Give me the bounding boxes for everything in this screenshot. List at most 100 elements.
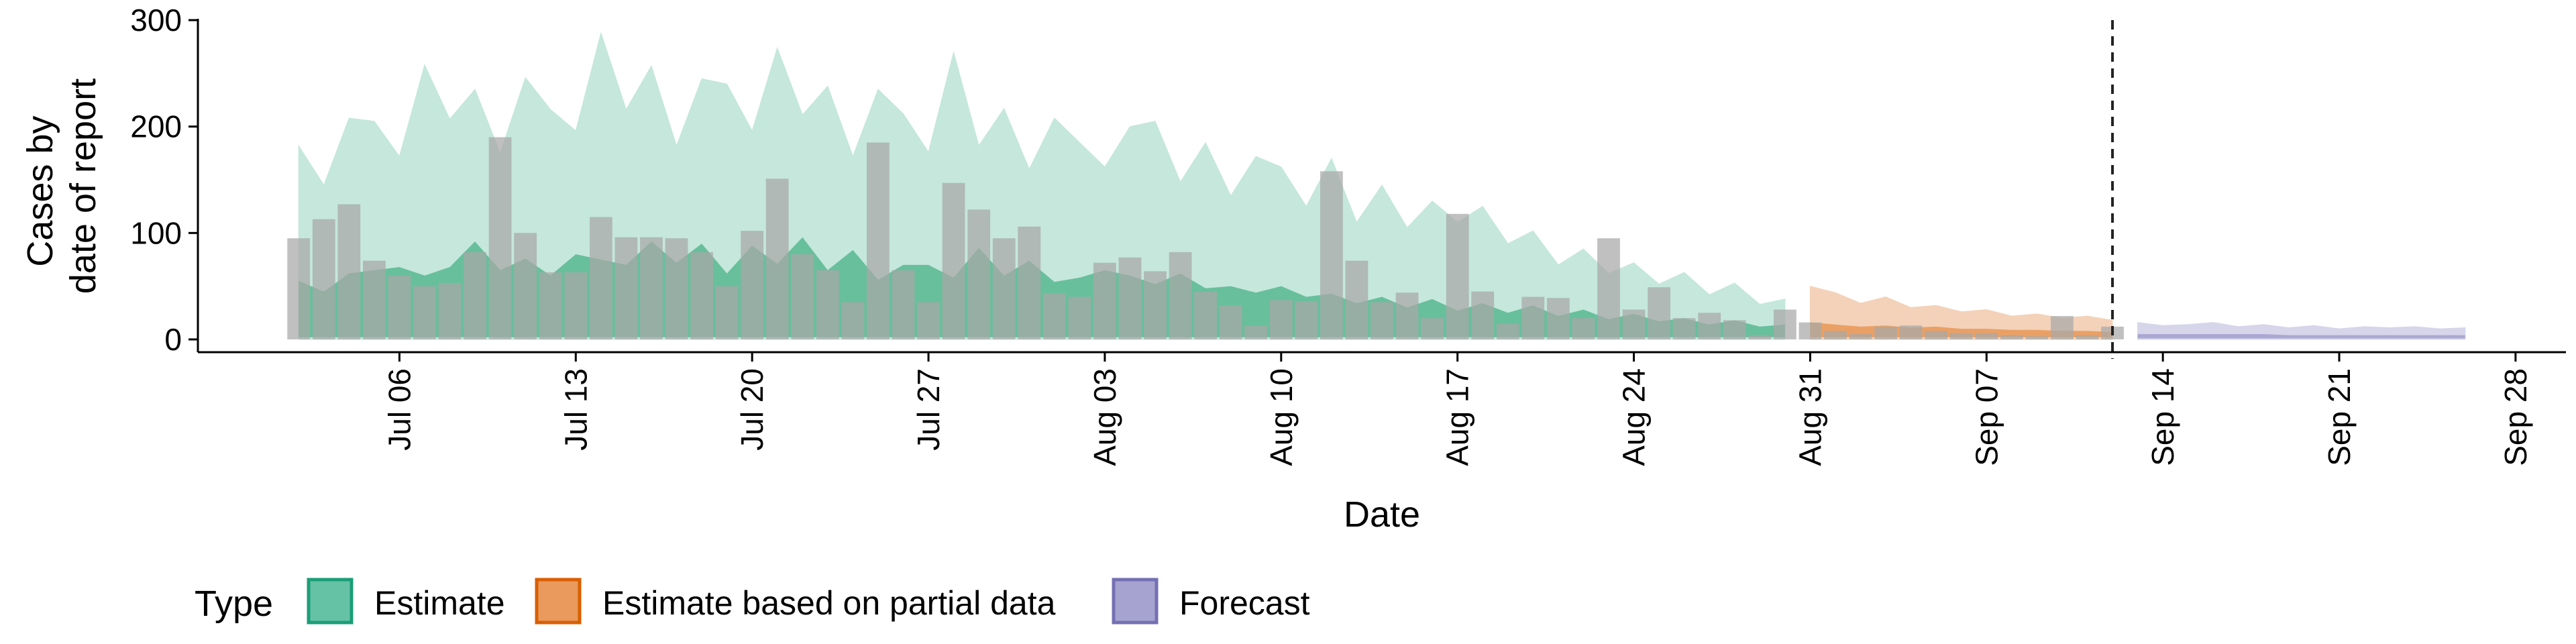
reported-cases-bar — [1144, 271, 1167, 339]
legend-key-forecast — [1112, 578, 1159, 625]
reported-cases-bar — [1169, 252, 1192, 339]
x-tick-label: Aug 31 — [1792, 368, 1827, 466]
reported-cases-bar — [816, 270, 839, 339]
x-tick-label: Jul 06 — [382, 368, 417, 451]
reported-cases-bar — [917, 302, 940, 339]
reported-cases-bar — [464, 252, 486, 339]
y-tick-label: 300 — [130, 3, 182, 38]
reported-cases-bar — [1622, 309, 1646, 339]
reported-cases-bar — [1799, 322, 1822, 339]
reported-cases-bar — [1042, 293, 1066, 339]
reported-cases-bar — [715, 286, 739, 339]
reported-cases-bar — [1421, 318, 1444, 339]
y-axis-title-line-2: date of report — [63, 78, 103, 294]
reported-cases-bar — [791, 254, 814, 339]
reported-cases-bar — [488, 137, 512, 339]
reported-cases-bar — [992, 238, 1016, 339]
reported-cases-bar — [590, 217, 612, 339]
reported-cases-bar — [564, 272, 588, 339]
reported-cases-bar — [1824, 331, 1847, 339]
x-tick-label: Sep 21 — [2322, 368, 2357, 466]
reported-cases-bar — [363, 260, 386, 339]
reported-cases-bar — [1698, 313, 1721, 339]
reported-cases-bar — [413, 286, 436, 339]
y-axis-ticks: 0 100 200 300 — [130, 3, 198, 357]
reported-cases-bar — [1648, 287, 1670, 339]
x-axis-ticks: Jul 06 Jul 13 Jul 20 Jul 27 Aug 03 Aug 10 Aug … — [382, 352, 2533, 466]
legend-key-estimate-based-on-partial-data — [535, 578, 582, 625]
reported-cases-bar — [1345, 260, 1368, 339]
reported-cases-bar — [690, 252, 713, 339]
reported-cases-bar — [1194, 291, 1217, 339]
reported-cases-bar — [312, 219, 335, 339]
reported-cases-bar — [2051, 316, 2074, 339]
reported-cases-bar — [388, 275, 411, 339]
reported-cases-bar — [1572, 318, 1595, 339]
x-tick-label: Sep 07 — [1969, 368, 2004, 466]
legend-title: Type — [195, 584, 273, 624]
reported-cases-bar — [1975, 333, 1998, 339]
reported-cases-bar — [665, 238, 688, 339]
x-tick-label: Sep 14 — [2145, 368, 2180, 466]
reported-cases-bar — [2000, 335, 2023, 339]
x-axis-title: Date — [1344, 494, 1420, 535]
reported-cases-bar — [1118, 257, 1142, 339]
reported-cases-bar — [1521, 297, 1545, 339]
x-tick-label: Jul 27 — [911, 368, 946, 451]
y-axis-title: Cases by date of report — [20, 78, 103, 294]
reported-cases-bar — [1849, 334, 1872, 339]
reported-cases-bar — [1395, 292, 1419, 339]
legend-key-estimate — [307, 578, 354, 625]
reported-cases-bar — [1597, 238, 1620, 339]
reported-cases-bar — [1874, 326, 1897, 339]
reported-cases-bar — [892, 270, 915, 339]
reported-cases-bar — [841, 302, 865, 339]
x-tick-label: Aug 03 — [1087, 368, 1122, 466]
reported-cases-bar — [1547, 298, 1570, 339]
forecast-inner-band — [2137, 334, 2465, 339]
x-tick-label: Aug 10 — [1264, 368, 1299, 466]
reported-cases-bar — [765, 178, 789, 339]
legend-label-forecast: Forecast — [1179, 584, 1310, 622]
reported-cases-bar — [614, 237, 638, 339]
reported-cases-bar — [1068, 297, 1091, 339]
reported-cases-bar — [1949, 333, 1973, 339]
reported-cases-bar — [1093, 262, 1116, 339]
reported-cases-bar — [1446, 213, 1469, 339]
reported-cases-bar — [337, 204, 361, 339]
reported-cases-bar — [867, 142, 890, 339]
reported-cases-bar — [1723, 320, 1746, 339]
reported-cases-bar — [1899, 325, 1923, 339]
y-tick-label: 200 — [130, 109, 182, 144]
reported-cases-bar — [1925, 331, 1948, 339]
y-axis-title-line-1: Cases by — [20, 115, 60, 266]
reported-cases-bar — [640, 237, 663, 339]
x-tick-label: Jul 13 — [558, 368, 593, 451]
reported-cases-bar — [1320, 171, 1343, 339]
x-tick-label: Sep 28 — [2498, 368, 2533, 466]
reported-cases-bar — [1774, 309, 1796, 339]
y-tick-label: 100 — [130, 215, 182, 250]
legend-label-estimate: Estimate — [374, 584, 505, 622]
reported-cases-bar — [514, 233, 537, 339]
legend-label-estimate-based-on-partial-data: Estimate based on partial data — [602, 584, 1056, 622]
reported-cases-bar — [1295, 301, 1318, 339]
reported-cases-bar — [942, 182, 965, 339]
reported-cases-bar — [1244, 325, 1268, 339]
reported-cases-bar — [1471, 291, 1495, 339]
reported-cases-bar — [2076, 335, 2099, 339]
reported-cases-bar — [1219, 305, 1242, 339]
axes — [197, 19, 2566, 354]
y-tick-label: 0 — [164, 322, 182, 357]
reported-cases-bar — [967, 209, 991, 339]
reported-cases-bar — [1371, 302, 1393, 339]
reported-cases-bar — [1748, 335, 1772, 339]
x-tick-label: Aug 24 — [1617, 368, 1652, 466]
reported-cases-bar — [741, 231, 764, 339]
x-tick-label: Jul 20 — [735, 368, 769, 451]
x-tick-label: Aug 17 — [1440, 368, 1475, 466]
legend: Type Estimate Estimate based on partial d… — [195, 578, 1310, 625]
reported-cases-bar — [1018, 226, 1041, 339]
